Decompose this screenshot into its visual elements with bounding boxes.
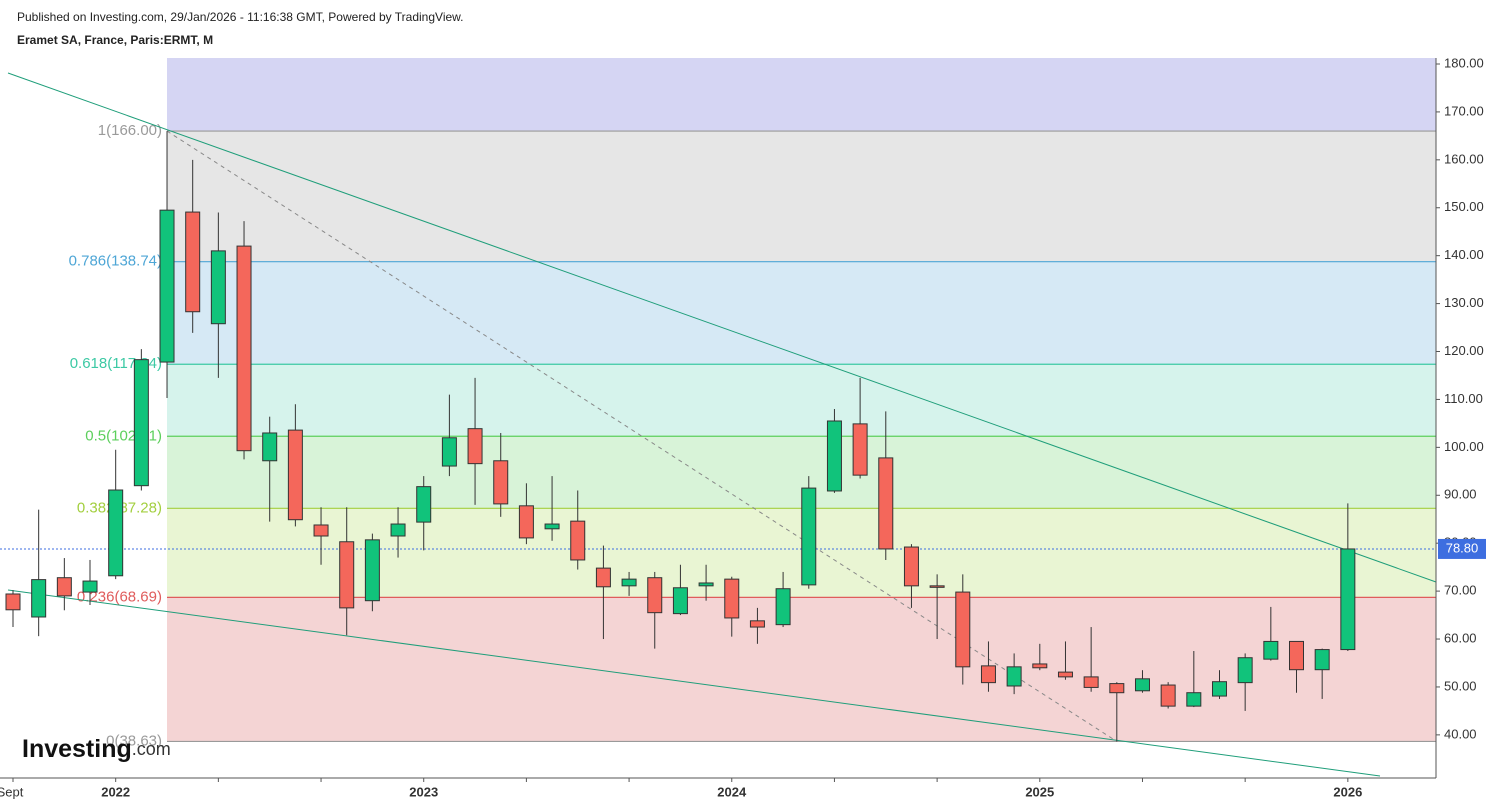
candle-body <box>1006 666 1022 687</box>
candle-body <box>339 541 355 609</box>
last-price-tag <box>1438 538 1486 559</box>
candle-body <box>210 250 226 325</box>
candle-body <box>1109 683 1125 694</box>
fib-label: 0.5(102.31) <box>85 427 162 444</box>
trend-line <box>7 72 1437 583</box>
y-tick-label: 130.00 <box>1444 295 1484 310</box>
candle-body <box>724 578 740 619</box>
candle-body <box>801 487 817 586</box>
candle-body <box>1160 684 1176 707</box>
fib-label: 1(166.00) <box>98 122 162 139</box>
fib-zone <box>167 131 1436 262</box>
candle-body <box>313 524 329 537</box>
candle-body <box>570 520 586 561</box>
x-tick-label: 2022 <box>101 784 130 799</box>
fib-label: 0(38.63) <box>106 732 162 749</box>
fib-zone <box>167 261 1436 365</box>
candle-body <box>518 505 534 539</box>
candle-body <box>980 665 996 684</box>
candle-body <box>903 546 919 587</box>
y-tick-label: 140.00 <box>1444 247 1484 262</box>
candle-body <box>159 209 175 363</box>
fib-zone <box>167 597 1436 742</box>
y-tick-label: 110.00 <box>1444 391 1483 406</box>
candle-body <box>1057 671 1073 678</box>
y-tick-label: 70.00 <box>1444 583 1477 598</box>
candle-body <box>929 585 945 588</box>
candle-body <box>826 420 842 492</box>
candle-body <box>775 588 791 626</box>
fib-label: 0.236(68.69) <box>77 588 162 605</box>
y-tick-label: 40.00 <box>1444 726 1477 741</box>
trend-line <box>7 589 1381 777</box>
candle-body <box>416 486 432 523</box>
y-tick-label: 120.00 <box>1444 343 1484 358</box>
fib-label: 0.786(138.74) <box>69 253 162 270</box>
published-note: Published on Investing.com, 29/Jan/2026 … <box>17 10 464 24</box>
y-tick-label: 160.00 <box>1444 151 1484 166</box>
x-tick-label: 2024 <box>717 784 747 799</box>
candle-body <box>390 523 406 537</box>
candle-body <box>1032 663 1048 669</box>
fib-zone <box>167 364 1436 437</box>
y-tick-label: 60.00 <box>1444 630 1477 645</box>
candle-body <box>262 432 278 462</box>
candle-body <box>878 457 894 550</box>
candle-body <box>647 577 663 614</box>
candle-body <box>595 567 611 588</box>
candle-body <box>1340 548 1356 651</box>
candle-body <box>287 429 303 521</box>
candle-body <box>1314 649 1330 671</box>
y-tick-label: 100.00 <box>1444 439 1484 454</box>
candle-body <box>56 577 72 597</box>
logo-main: Investing <box>22 735 132 763</box>
candle-body <box>108 489 124 577</box>
y-tick-label: 180.00 <box>1444 55 1484 70</box>
candle-body <box>364 539 380 602</box>
candle-body <box>1186 692 1202 707</box>
candle-body <box>82 580 98 593</box>
candle-body <box>544 523 560 530</box>
x-tick-label: 2025 <box>1025 784 1054 799</box>
candle-body <box>31 579 47 618</box>
candle-body <box>441 437 457 467</box>
y-tick-label: 170.00 <box>1444 103 1484 118</box>
candle-body <box>672 587 688 615</box>
candle-body <box>467 428 483 465</box>
candle-body <box>5 593 21 611</box>
candle-body <box>1263 640 1279 660</box>
x-tick-label: Sept <box>0 784 24 799</box>
chart-title: Eramet SA, France, Paris:ERMT, M <box>17 33 214 47</box>
candle-body <box>698 582 714 587</box>
fib-zone <box>167 58 1436 132</box>
candle-body <box>749 620 765 628</box>
candle-body <box>236 245 252 452</box>
candle-body <box>1237 657 1253 684</box>
logo: Investing.com <box>22 735 171 763</box>
candle-body <box>1083 676 1099 688</box>
y-tick-label: 50.00 <box>1444 678 1477 693</box>
candle-body <box>852 423 868 476</box>
candle-body <box>185 211 201 313</box>
x-tick-label: 2023 <box>409 784 438 799</box>
candle-body <box>955 591 971 668</box>
candle-body <box>133 359 149 487</box>
x-tick-label: 2026 <box>1333 784 1362 799</box>
y-tick-label: 150.00 <box>1444 199 1484 214</box>
candle-body <box>1289 640 1304 671</box>
candle-body <box>621 578 637 587</box>
candle-body <box>1211 681 1227 697</box>
y-tick-label: 90.00 <box>1444 487 1477 502</box>
last-price-label: 78.80 <box>1446 540 1479 555</box>
candle-body <box>1134 678 1150 692</box>
candle-body <box>493 460 509 505</box>
logo-suffix: .com <box>132 739 171 759</box>
